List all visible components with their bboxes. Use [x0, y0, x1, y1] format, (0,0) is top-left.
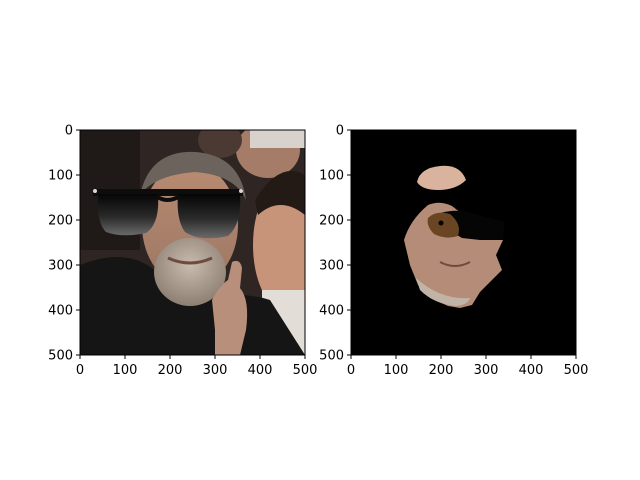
right-x-tick-label: 100 [384, 363, 409, 378]
right-y-tick-label: 0 [336, 124, 344, 139]
right-y-tick-label: 200 [319, 214, 344, 229]
right-y-tick-label: 100 [319, 169, 344, 184]
right-x-tick-label: 500 [564, 363, 589, 378]
left-panel: 0 100 200 300 400 500 0 100 200 300 400 500 [48, 124, 318, 379]
right-panel: 0 100 200 300 400 500 0 100 200 300 400 500 [319, 124, 588, 379]
left-y-tick-label: 100 [48, 169, 73, 184]
right-x-tick-label: 0 [347, 363, 355, 378]
left-photo [80, 130, 305, 355]
right-axes-frame [350, 129, 577, 356]
left-axes-frame [79, 129, 306, 356]
left-x-tick-label: 300 [203, 363, 228, 378]
left-x-tick-label: 400 [248, 363, 273, 378]
right-y-tick-label: 300 [319, 259, 344, 274]
right-x-tick-label: 300 [474, 363, 499, 378]
left-y-tick-label: 300 [48, 259, 73, 274]
left-x-axis: 0 100 200 300 400 500 [76, 355, 318, 378]
left-x-tick-label: 200 [158, 363, 183, 378]
left-y-tick-label: 500 [48, 349, 73, 364]
left-y-tick-label: 400 [48, 304, 73, 319]
right-mask-image [351, 130, 576, 355]
right-x-tick-label: 400 [519, 363, 544, 378]
right-y-axis: 0 100 200 300 400 500 [319, 124, 351, 364]
left-x-tick-label: 100 [113, 363, 138, 378]
left-x-tick-label: 500 [293, 363, 318, 378]
right-y-tick-label: 400 [319, 304, 344, 319]
right-x-axis: 0 100 200 300 400 500 [347, 355, 589, 378]
right-y-tick-label: 500 [319, 349, 344, 364]
left-y-axis: 0 100 200 300 400 500 [48, 124, 80, 364]
left-y-tick-label: 0 [65, 124, 73, 139]
right-x-tick-label: 200 [429, 363, 454, 378]
left-x-tick-label: 0 [76, 363, 84, 378]
left-y-tick-label: 200 [48, 214, 73, 229]
